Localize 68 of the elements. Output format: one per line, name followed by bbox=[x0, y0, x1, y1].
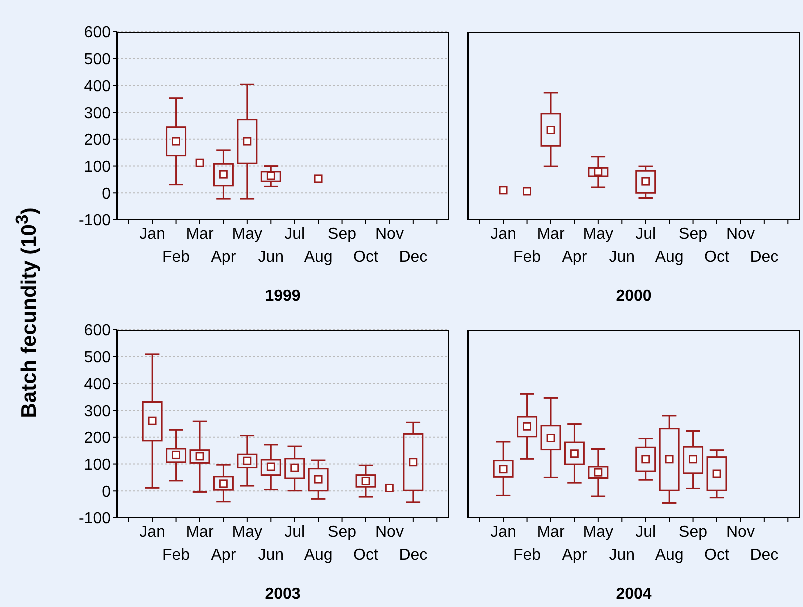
x-tick-label: Apr bbox=[211, 249, 237, 266]
x-tick-label: Nov bbox=[375, 226, 404, 243]
x-tick-label: Feb bbox=[162, 547, 190, 564]
x-tick-label: Aug bbox=[304, 547, 333, 564]
text: 2004 bbox=[615, 586, 653, 604]
y-tick-label: 400 bbox=[84, 78, 112, 96]
x-tick-label: Jan bbox=[140, 226, 166, 243]
x-tick-label: Jun bbox=[258, 547, 284, 564]
x-tick-label: Aug bbox=[655, 249, 684, 266]
x-tick-label: Mar bbox=[537, 524, 566, 541]
x-tick-label: Mar bbox=[186, 524, 214, 541]
x-tick-label: May bbox=[232, 226, 263, 243]
y-tick-label: 0 bbox=[102, 484, 112, 501]
x-tick-label: Oct bbox=[354, 547, 379, 564]
x-tick-label: Aug bbox=[304, 249, 333, 266]
x-tick-label: Apr bbox=[211, 547, 237, 564]
x-tick-label: Dec bbox=[399, 547, 428, 564]
text: 2000 bbox=[615, 288, 653, 306]
y-tick-label: 600 bbox=[84, 24, 112, 42]
x-tick-label: Apr bbox=[562, 547, 588, 564]
x-tick-label: Jun bbox=[258, 249, 284, 266]
x-tick-label: Aug bbox=[655, 547, 684, 564]
y-tick-label: 400 bbox=[84, 376, 112, 394]
x-tick-label: Nov bbox=[375, 524, 404, 541]
x-tick-label: Sep bbox=[328, 524, 357, 541]
x-tick-label: Jul bbox=[636, 524, 656, 541]
x-tick-label: May bbox=[583, 226, 614, 243]
x-tick-label: Jul bbox=[284, 226, 306, 243]
y-tick-label: -100 bbox=[78, 212, 112, 230]
x-tick-label: Nov bbox=[726, 524, 755, 541]
x-tick-label: Nov bbox=[726, 226, 755, 243]
y-tick-label: 600 bbox=[84, 322, 112, 340]
x-tick-label: Feb bbox=[513, 547, 542, 564]
x-tick-label: Oct bbox=[704, 547, 730, 564]
y-tick-label: 200 bbox=[84, 132, 112, 150]
x-tick-label: May bbox=[583, 524, 614, 541]
x-tick-label: Apr bbox=[562, 249, 588, 266]
y-tick-label: 500 bbox=[84, 350, 112, 367]
x-tick-label: Feb bbox=[162, 249, 190, 266]
y-tick-label: 300 bbox=[84, 105, 112, 122]
x-tick-label: Mar bbox=[186, 226, 214, 243]
y-tick-label: 300 bbox=[84, 403, 112, 420]
y-tick-label: -100 bbox=[78, 510, 112, 528]
y-tick-label: 200 bbox=[84, 430, 112, 448]
y-tick-label: 500 bbox=[84, 52, 112, 69]
text: 2003 bbox=[264, 586, 302, 604]
x-tick-label: Dec bbox=[750, 249, 779, 266]
x-tick-label: May bbox=[232, 524, 263, 541]
x-tick-label: Jan bbox=[490, 524, 516, 541]
x-tick-label: Jan bbox=[140, 524, 166, 541]
x-tick-label: Oct bbox=[354, 249, 379, 266]
x-tick-label: Jan bbox=[490, 226, 516, 243]
x-tick-label: Sep bbox=[679, 524, 708, 541]
x-tick-label: Mar bbox=[537, 226, 566, 243]
y-tick-label: 100 bbox=[84, 456, 112, 474]
x-tick-label: Jun bbox=[609, 547, 636, 564]
x-tick-label: Dec bbox=[750, 547, 779, 564]
y-tick-label: 0 bbox=[102, 186, 112, 203]
x-tick-label: Sep bbox=[328, 226, 357, 243]
x-tick-label: Jul bbox=[636, 226, 656, 243]
x-tick-label: Feb bbox=[513, 249, 542, 266]
x-tick-label: Oct bbox=[704, 249, 730, 266]
text: 1999 bbox=[264, 288, 302, 306]
x-tick-label: Jul bbox=[284, 524, 306, 541]
y-tick-label: 100 bbox=[84, 158, 112, 176]
x-tick-label: Dec bbox=[399, 249, 428, 266]
x-tick-label: Jun bbox=[609, 249, 636, 266]
x-tick-label: Sep bbox=[679, 226, 708, 243]
